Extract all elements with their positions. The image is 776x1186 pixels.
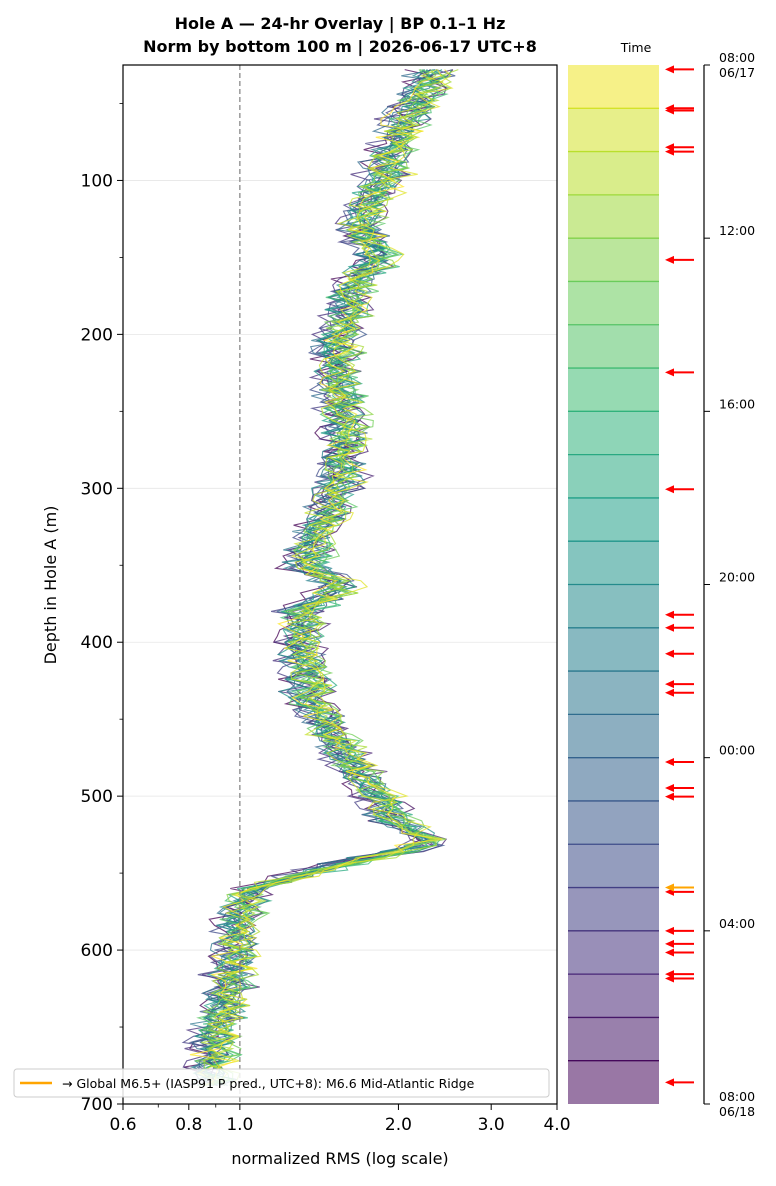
x-tick-label: 3.0 xyxy=(478,1115,505,1135)
legend-label: → Global M6.5+ (IASP91 P pred., UTC+8): … xyxy=(62,1076,475,1091)
y-axis-ticks: 100 200 300 400 500 600 700 xyxy=(81,103,123,1115)
chart-subtitle: Norm by bottom 100 m | 2026-06-17 UTC+8 xyxy=(143,37,537,57)
colorbar-bin xyxy=(568,281,659,325)
colorbar-title: Time xyxy=(620,40,652,55)
y-tick-label: 300 xyxy=(81,479,113,499)
colorbar-bin xyxy=(568,497,659,542)
colorbar-bin xyxy=(568,324,659,369)
time-tick-date: 06/17 xyxy=(719,65,755,80)
event-marker-head xyxy=(665,757,674,766)
colorbar-bin xyxy=(568,844,659,888)
event-marker-head xyxy=(665,610,674,619)
y-tick-label: 400 xyxy=(81,633,113,653)
y-tick-label: 100 xyxy=(81,171,113,191)
time-tick-label: 08:00 xyxy=(719,1089,755,1104)
colorbar-bin xyxy=(568,974,659,1018)
event-marker-head xyxy=(665,948,674,957)
event-marker-head xyxy=(665,680,674,689)
y-tick-label: 500 xyxy=(81,787,113,807)
colorbar-bin xyxy=(568,411,659,455)
plot-frame xyxy=(122,64,558,1105)
colorbar-bin xyxy=(568,194,659,239)
event-marker-head xyxy=(665,623,674,632)
colorbar-bin xyxy=(568,800,659,845)
event-marker-head xyxy=(665,485,674,494)
series-line xyxy=(196,69,454,1086)
time-tick-label: 04:00 xyxy=(719,916,755,931)
x-axis-label: normalized RMS (log scale) xyxy=(231,1149,448,1168)
x-tick-label: 0.6 xyxy=(109,1115,136,1135)
event-marker-head xyxy=(665,688,674,697)
colorbar-bin xyxy=(568,887,659,931)
x-tick-label: 2.0 xyxy=(385,1115,412,1135)
grid-lines xyxy=(123,180,557,951)
event-marker-head xyxy=(665,65,674,74)
colorbar-bin xyxy=(568,714,659,758)
colorbar-bin xyxy=(568,454,659,498)
x-axis-ticks: 0.6 0.8 1.0 2.0 3.0 4.0 xyxy=(109,1104,571,1135)
event-marker-head xyxy=(665,926,674,935)
event-marker-head xyxy=(665,368,674,377)
colorbar-bin xyxy=(568,65,659,109)
time-tick-label: 16:00 xyxy=(719,396,755,411)
time-tick-label: 20:00 xyxy=(719,570,755,585)
event-marker-head xyxy=(665,1078,674,1087)
x-tick-label: 1.0 xyxy=(226,1115,253,1135)
series-line xyxy=(189,69,437,1087)
colorbar-bin xyxy=(568,1060,659,1104)
chart-title: Hole A — 24-hr Overlay | BP 0.1–1 Hz xyxy=(175,14,506,34)
y-tick-label: 200 xyxy=(81,325,113,345)
event-marker-head xyxy=(665,783,674,792)
event-marker-head xyxy=(665,255,674,264)
x-tick-label: 0.8 xyxy=(175,1115,202,1135)
event-marker-head xyxy=(665,106,674,115)
colorbar-bin xyxy=(568,757,659,801)
colorbar-bin xyxy=(568,671,659,715)
time-tick-label: 08:00 xyxy=(719,50,755,65)
colorbar-bin xyxy=(568,151,659,195)
y-tick-label: 700 xyxy=(81,1095,113,1115)
colorbar-bin xyxy=(568,541,659,585)
time-tick-label: 12:00 xyxy=(719,223,755,238)
y-axis-label: Depth in Hole A (m) xyxy=(41,506,60,665)
legend: → Global M6.5+ (IASP91 P pred., UTC+8): … xyxy=(13,1068,550,1098)
legend-box xyxy=(13,1068,550,1098)
series-line xyxy=(189,69,443,1086)
colorbar-bin xyxy=(568,368,659,412)
series-group xyxy=(181,69,459,1087)
colorbar-bin xyxy=(568,930,659,975)
event-markers xyxy=(665,65,694,1087)
event-marker-head xyxy=(665,883,674,892)
x-tick-label: 4.0 xyxy=(543,1115,570,1135)
event-marker-head xyxy=(665,974,674,983)
colorbar-bin xyxy=(568,238,659,282)
event-marker-head xyxy=(665,649,674,658)
time-axis-ticks: 08:0006/1712:0016:0020:0000:0004:0008:00… xyxy=(704,50,755,1119)
colorbar-bin xyxy=(568,108,659,152)
time-tick-label: 00:00 xyxy=(719,743,755,758)
colorbar-bin xyxy=(568,584,659,628)
colorbar xyxy=(568,65,659,1104)
event-marker-head xyxy=(665,792,674,801)
colorbar-bin xyxy=(568,1017,659,1061)
colorbar-bin xyxy=(568,627,659,672)
time-tick-date: 06/18 xyxy=(719,1104,755,1119)
y-tick-label: 600 xyxy=(81,941,113,961)
event-marker-head xyxy=(665,147,674,156)
event-marker-head xyxy=(665,939,674,948)
